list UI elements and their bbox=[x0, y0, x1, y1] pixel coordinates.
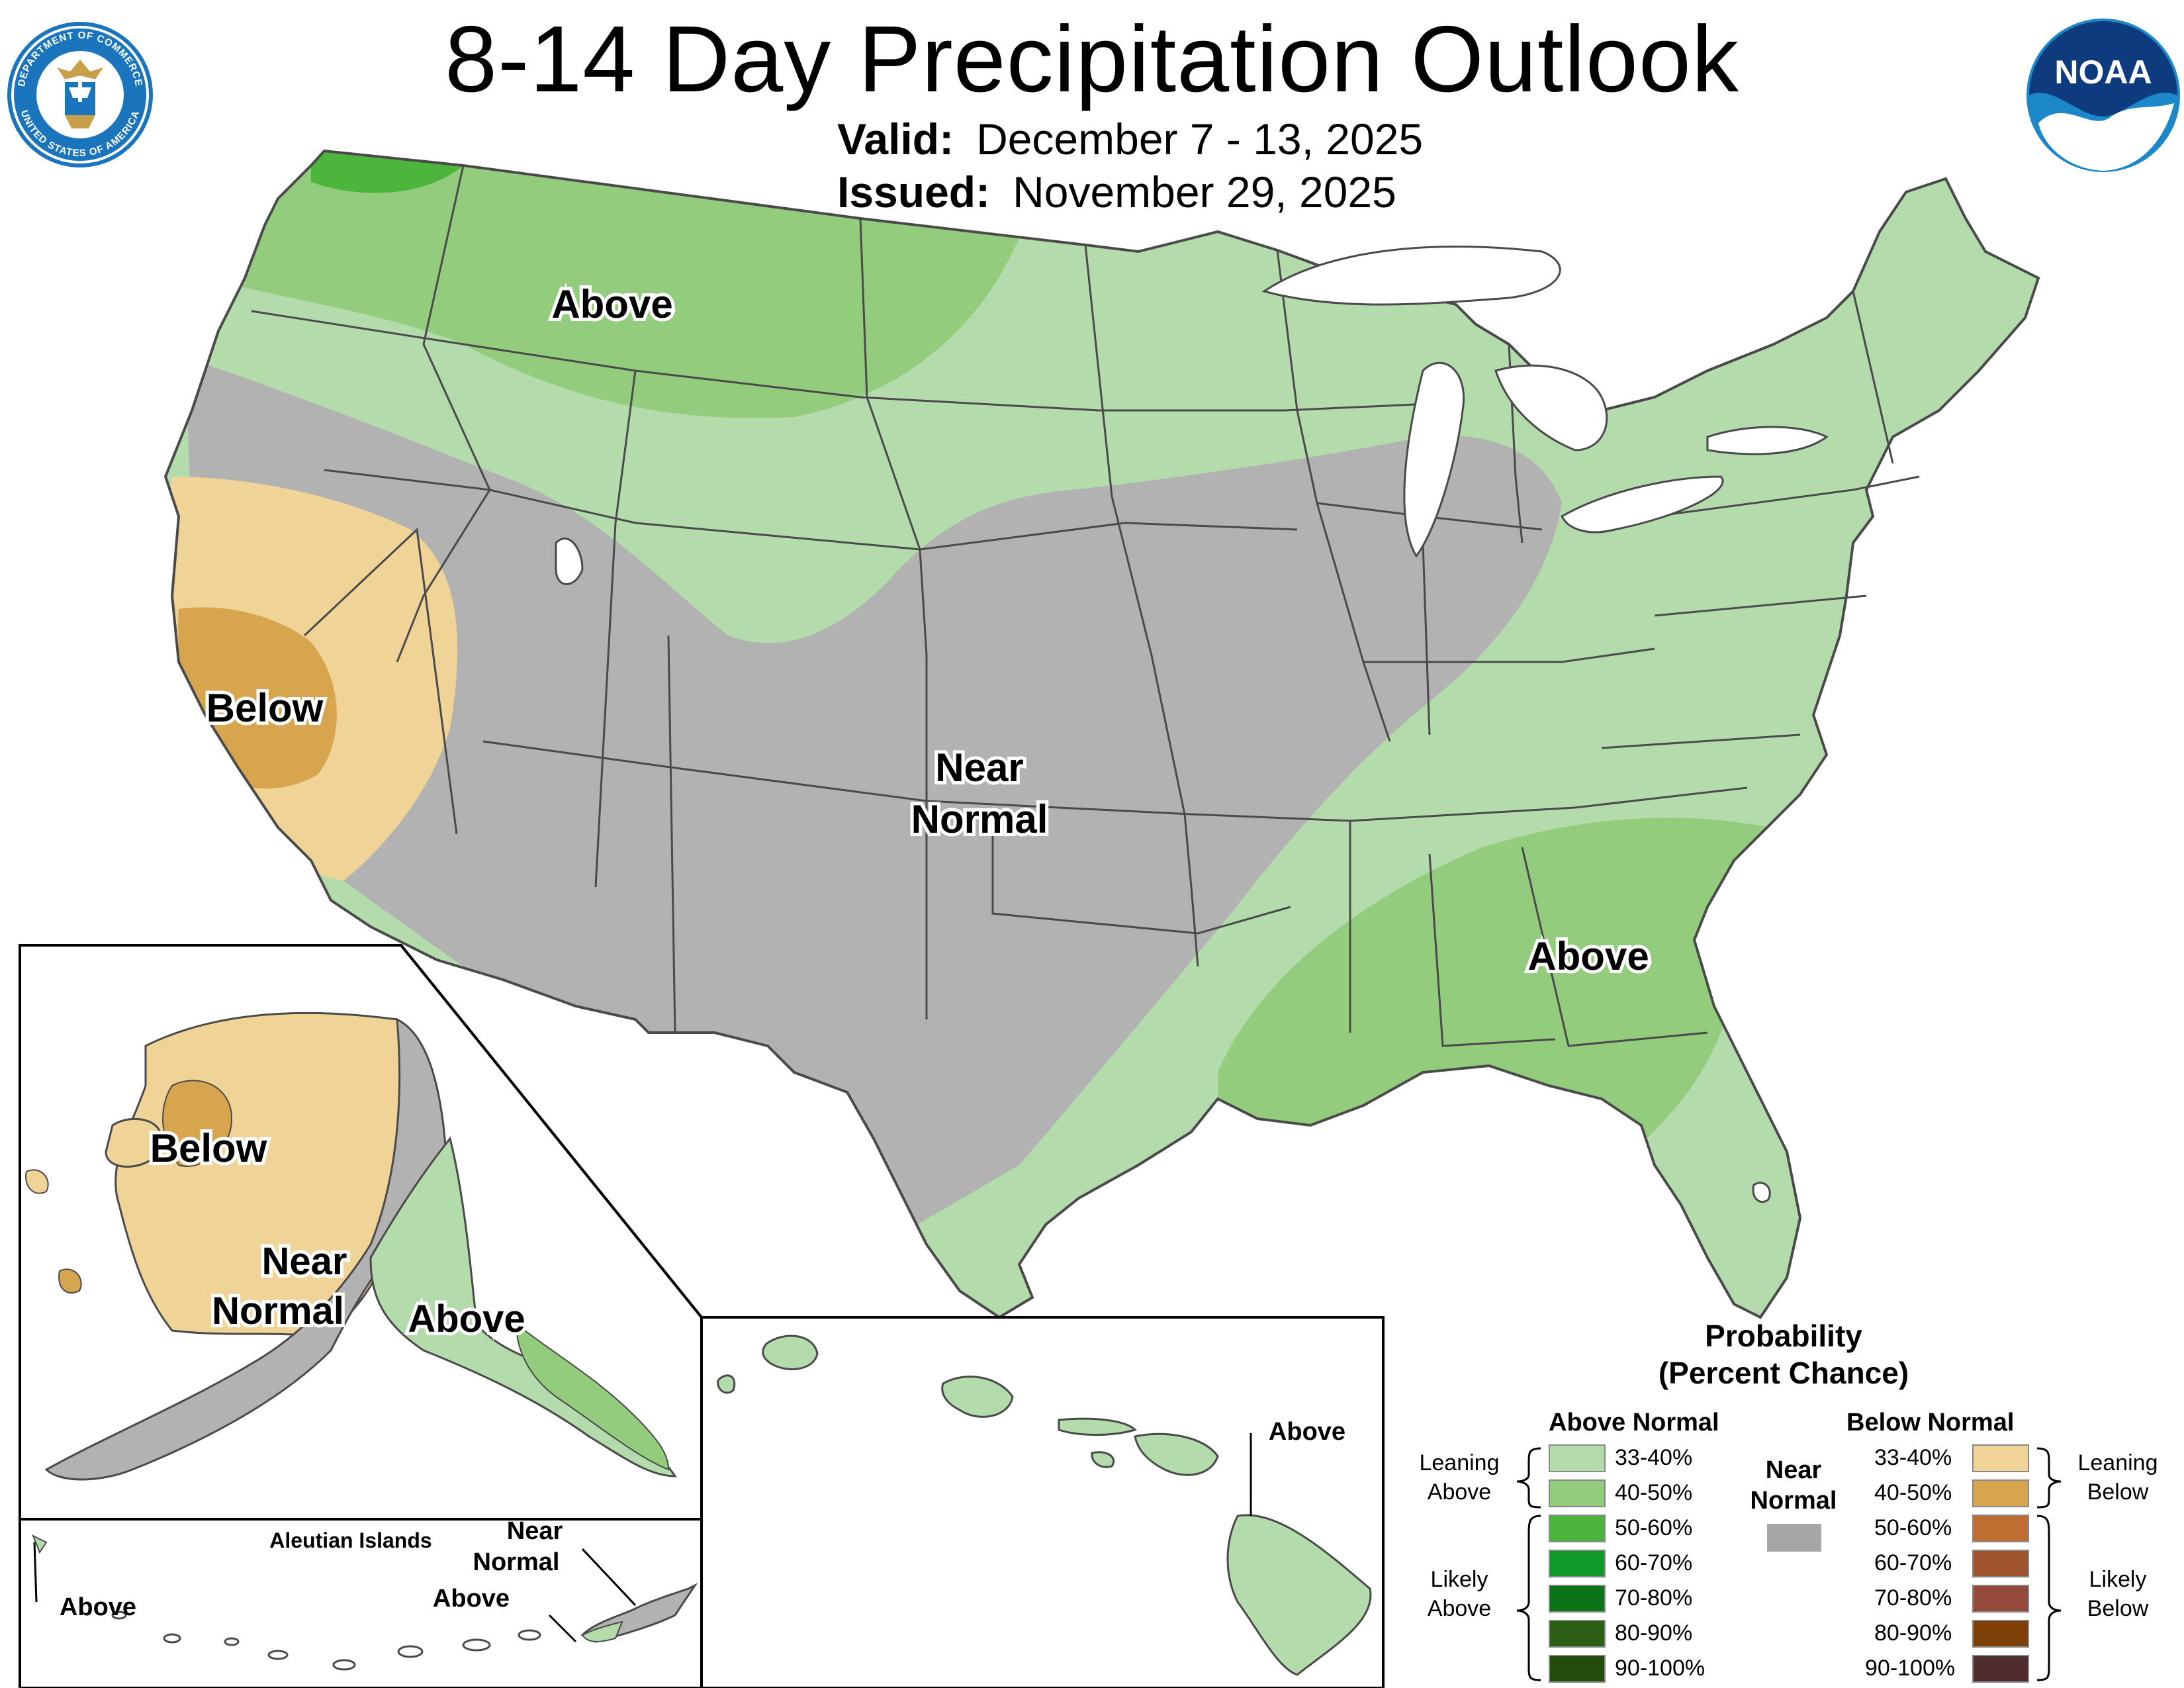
below-pct-33-40: 33-40% bbox=[1874, 1445, 1952, 1470]
alaska-near-label-line2: Normal bbox=[212, 1289, 344, 1333]
below-pct-90-100: 90-100% bbox=[1865, 1656, 1956, 1681]
above-swatch-40-50 bbox=[1549, 1479, 1606, 1507]
likely-above-line2: Above bbox=[1427, 1596, 1492, 1621]
below-swatch-80-90 bbox=[1972, 1620, 2029, 1648]
molokai-island bbox=[1058, 1417, 1137, 1436]
above-swatch-60-70 bbox=[1549, 1550, 1606, 1577]
issued-line: Issued: November 29, 2025 bbox=[837, 167, 1396, 217]
valid-dates: December 7 - 13, 2025 bbox=[976, 115, 1424, 164]
likely-below-line1: Likely bbox=[2089, 1567, 2147, 1592]
above-swatch-70-80 bbox=[1549, 1585, 1606, 1613]
above-pct-50-60: 50-60% bbox=[1615, 1515, 1693, 1540]
aleutian-above-west-label: Above bbox=[60, 1593, 136, 1621]
legend-braces bbox=[1516, 1447, 2062, 1681]
below-pct-80-90: 80-90% bbox=[1874, 1620, 1952, 1646]
noaa-logo: NOAA bbox=[2026, 19, 2180, 172]
below-pct-60-70: 60-70% bbox=[1874, 1550, 1952, 1575]
hawaii-above-label: Above bbox=[1269, 1418, 1345, 1446]
conus-above-south-label: Above bbox=[1527, 934, 1649, 978]
above-swatch-33-40 bbox=[1549, 1444, 1606, 1472]
niihau-island bbox=[717, 1374, 736, 1394]
issued-date: November 29, 2025 bbox=[1013, 167, 1396, 216]
map-title: 8-14 Day Precipitation Outlook bbox=[445, 7, 1739, 112]
below-normal-header: Below Normal bbox=[1846, 1409, 2015, 1436]
valid-label: Valid: bbox=[837, 115, 954, 164]
above-swatch-50-60 bbox=[1549, 1515, 1606, 1542]
below-pct-70-80: 70-80% bbox=[1874, 1585, 1952, 1611]
conus-near-label-line2: Normal bbox=[911, 797, 1048, 841]
near-normal-header-line2: Normal bbox=[1750, 1487, 1837, 1515]
legend-title-line1: Probability bbox=[1705, 1319, 1862, 1353]
below-swatch-33-40 bbox=[1972, 1444, 2029, 1472]
below-pct-50-60: 50-60% bbox=[1874, 1515, 1952, 1540]
alaska-below-label: Below bbox=[150, 1126, 267, 1170]
near-normal-swatch bbox=[1767, 1524, 1821, 1552]
valid-line: Valid: December 7 - 13, 2025 bbox=[837, 114, 1423, 164]
above-pct-40-50: 40-50% bbox=[1615, 1480, 1693, 1505]
below-swatch-70-80 bbox=[1972, 1585, 2029, 1613]
above-pct-80-90: 80-90% bbox=[1615, 1620, 1693, 1646]
aleutian-above-east-label: Above bbox=[433, 1585, 510, 1613]
alaska-below-40-50-region bbox=[162, 1080, 233, 1167]
above-swatch-80-90 bbox=[1549, 1620, 1606, 1648]
likely-below-line2: Below bbox=[2087, 1596, 2149, 1621]
aleutian-title: Aleutian Islands bbox=[269, 1528, 432, 1552]
lanai-island bbox=[1091, 1451, 1115, 1468]
below-pct-40-50: 40-50% bbox=[1874, 1480, 1952, 1505]
near-normal-header-line1: Near bbox=[1765, 1456, 1822, 1484]
above-pct-60-70: 60-70% bbox=[1615, 1550, 1693, 1575]
above-swatch-90-100 bbox=[1549, 1655, 1606, 1683]
above-pct-33-40: 33-40% bbox=[1615, 1445, 1693, 1470]
alaska-above-label: Above bbox=[408, 1297, 525, 1340]
aleutian-near-label-line2: Normal bbox=[473, 1548, 560, 1576]
alaska-above-region bbox=[369, 1136, 677, 1477]
legend-title-line2: (Percent Chance) bbox=[1658, 1356, 1909, 1390]
conus-near-label-line1: Near bbox=[935, 745, 1023, 790]
great-lakes bbox=[1261, 246, 1829, 558]
aleutian-inset: Aleutian Islands Above Near Normal Above bbox=[19, 1517, 703, 1688]
issued-label: Issued: bbox=[837, 167, 991, 216]
below-swatch-90-100 bbox=[1972, 1655, 2029, 1683]
conus-above-north-label: Above bbox=[551, 282, 672, 326]
leaning-above-line2: Above bbox=[1427, 1479, 1492, 1505]
hawaii-inset: Above bbox=[700, 1316, 1385, 1688]
below-swatch-50-60 bbox=[1972, 1515, 2029, 1542]
oahu-island bbox=[941, 1376, 1014, 1418]
near-normal-region bbox=[185, 357, 1562, 1258]
likely-above-line1: Likely bbox=[1430, 1567, 1488, 1592]
alaska-near-label-line1: Near bbox=[262, 1240, 347, 1283]
below-swatch-40-50 bbox=[1972, 1479, 2029, 1507]
above-normal-header: Above Normal bbox=[1549, 1409, 1719, 1436]
washington-above-50-60-region bbox=[311, 151, 463, 193]
lake-okeechobee bbox=[1752, 1182, 1771, 1203]
leaning-above-line1: Leaning bbox=[1419, 1450, 1500, 1476]
leaning-below-line1: Leaning bbox=[2077, 1450, 2158, 1476]
above-pct-90-100: 90-100% bbox=[1615, 1656, 1706, 1681]
svg-text:NOAA: NOAA bbox=[2054, 54, 2152, 91]
alaska-inset: Below Near Normal Above bbox=[19, 944, 703, 1521]
conus-below-label: Below bbox=[206, 686, 324, 730]
leaning-below-line2: Below bbox=[2087, 1479, 2149, 1505]
above-pct-70-80: 70-80% bbox=[1615, 1585, 1693, 1611]
probability-legend: Probability (Percent Chance) Above Norma… bbox=[1390, 1317, 2177, 1688]
aleutian-near-label-line1: Near bbox=[507, 1517, 563, 1545]
great-salt-lake bbox=[555, 538, 584, 585]
kauai-island bbox=[762, 1335, 819, 1370]
commerce-seal-logo: DEPARTMENT OF COMMERCE UNITED STATES OF … bbox=[7, 22, 153, 167]
below-swatch-60-70 bbox=[1972, 1550, 2029, 1577]
maui-island bbox=[1134, 1432, 1219, 1476]
southeast-above-40-50-region bbox=[1218, 818, 1827, 1192]
big-island bbox=[1226, 1514, 1372, 1676]
